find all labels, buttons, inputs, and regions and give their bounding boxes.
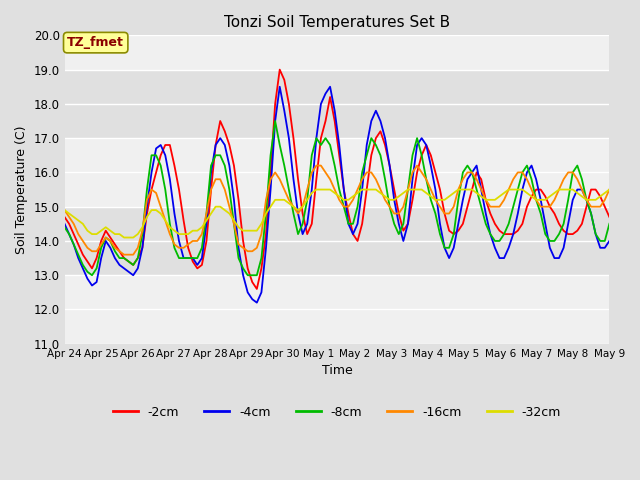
Legend: -2cm, -4cm, -8cm, -16cm, -32cm: -2cm, -4cm, -8cm, -16cm, -32cm <box>108 401 566 424</box>
Bar <box>65 275 609 344</box>
Text: TZ_fmet: TZ_fmet <box>67 36 124 49</box>
Bar <box>65 138 609 207</box>
X-axis label: Time: Time <box>321 364 353 377</box>
Bar <box>65 1 609 70</box>
Y-axis label: Soil Temperature (C): Soil Temperature (C) <box>15 125 28 254</box>
Bar <box>65 207 609 275</box>
Title: Tonzi Soil Temperatures Set B: Tonzi Soil Temperatures Set B <box>224 15 450 30</box>
Bar <box>65 70 609 138</box>
